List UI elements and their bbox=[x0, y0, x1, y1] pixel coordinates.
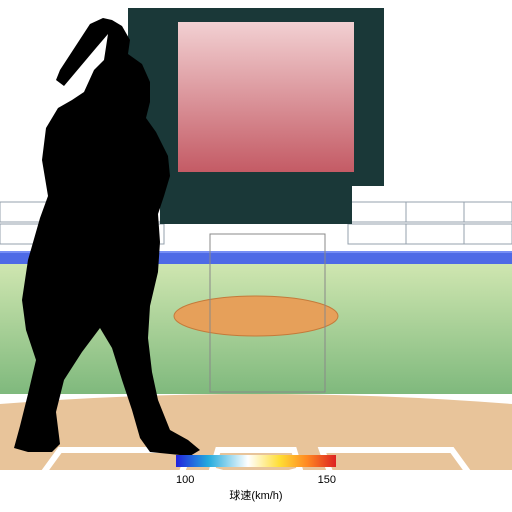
scene-svg bbox=[0, 0, 512, 512]
legend-tick-left: 100 bbox=[176, 474, 194, 486]
legend-axis-label: 球速(km/h) bbox=[176, 486, 336, 503]
legend-ticks: 100 150 bbox=[176, 472, 336, 486]
legend-gradient-bar bbox=[176, 455, 336, 467]
legend: 100 150 球速(km/h) bbox=[176, 454, 336, 503]
legend-tick-right: 150 bbox=[318, 474, 336, 486]
pitch-speed-chart: 100 150 球速(km/h) bbox=[0, 0, 512, 512]
